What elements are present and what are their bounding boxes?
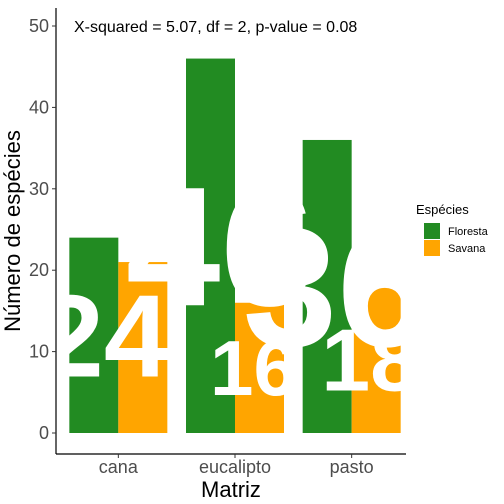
bar-label: 16	[210, 324, 297, 412]
bars	[69, 58, 401, 434]
legend-key-savana	[424, 240, 440, 256]
bar-savana-eucalipto	[235, 302, 284, 433]
bar-floresta-cana	[69, 237, 119, 433]
bar-label: 36	[243, 193, 432, 383]
y-tick-label: 0	[39, 423, 49, 443]
x-tick-label: pasto	[330, 457, 374, 477]
legend-key-floresta	[424, 223, 440, 239]
legend-label: Savana	[448, 243, 486, 255]
legend-title: Espécies	[416, 202, 469, 217]
x-axis-title: Matriz	[201, 477, 261, 502]
y-ticks: 0 10 20 30 40 50	[29, 16, 56, 443]
annotation: X-squared = 5.07, df = 2, p-value = 0.08	[74, 19, 357, 36]
bar-floresta-eucalipto	[186, 58, 235, 434]
bar-floresta-pasto	[302, 139, 352, 433]
y-tick-label: 50	[29, 16, 49, 36]
y-tick-label: 30	[29, 179, 49, 199]
x-tick-label: cana	[99, 457, 139, 477]
y-tick-label: 10	[29, 342, 49, 362]
bar-savana-pasto	[351, 286, 401, 433]
x-ticks: cana eucalipto pasto	[99, 454, 374, 477]
y-tick-label: 20	[29, 260, 49, 280]
y-tick-label: 40	[29, 97, 49, 117]
x-tick-label: eucalipto	[199, 457, 271, 477]
bar-label: 18	[321, 311, 419, 410]
bar-savana-cana	[118, 262, 168, 433]
bar-label: 46	[126, 152, 315, 342]
legend: Espécies Floresta Savana	[416, 202, 489, 256]
bar-label: 24	[39, 270, 169, 401]
legend-label: Floresta	[448, 226, 489, 238]
y-axis-title: Número de espécies	[0, 130, 25, 332]
